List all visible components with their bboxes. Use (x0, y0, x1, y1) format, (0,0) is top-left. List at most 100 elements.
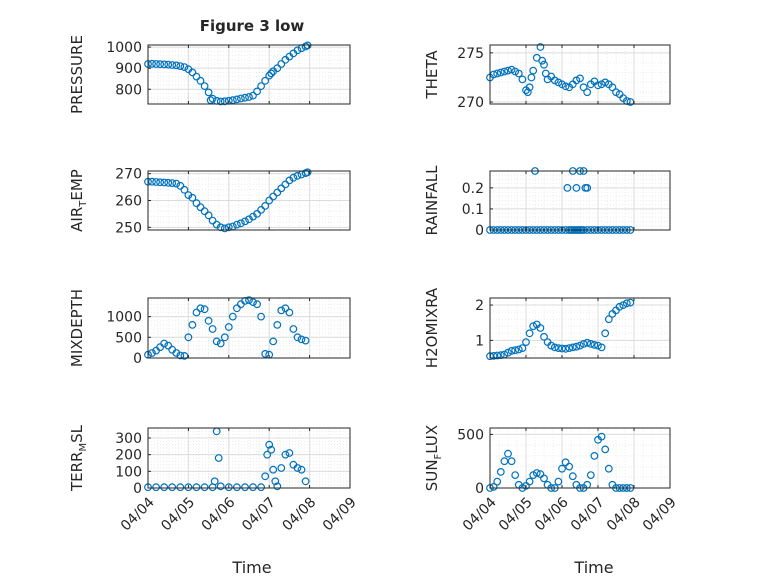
y-tick-label: 0 (133, 481, 142, 497)
x-tick-label: 04/07 (568, 494, 608, 534)
data-point (220, 97, 229, 106)
y-axis-label: PRESSURE (68, 35, 86, 114)
data-point (261, 201, 270, 210)
data-point (529, 322, 538, 331)
data-point (269, 192, 278, 201)
x-axis-label-left: Time (231, 558, 271, 577)
data-point (518, 344, 527, 353)
data-point (196, 304, 205, 313)
data-series (144, 427, 310, 492)
data-point (204, 211, 213, 220)
y-tick-label: 250 (115, 220, 142, 236)
data-point (245, 296, 253, 305)
data-point (228, 312, 237, 321)
data-series (486, 432, 635, 492)
data-point (180, 185, 189, 194)
data-point (277, 184, 286, 193)
data-point (496, 68, 505, 77)
data-series (144, 296, 310, 360)
data-point (267, 69, 276, 78)
data-point (303, 168, 312, 177)
data-point (273, 188, 282, 197)
data-point (561, 458, 570, 467)
data-point (176, 351, 185, 360)
data-point (554, 477, 563, 486)
data-point (253, 209, 262, 218)
x-tick-label: 04/05 (158, 494, 198, 534)
data-point (538, 56, 547, 65)
data-point (192, 199, 201, 208)
y-tick-label: 300 (115, 431, 142, 447)
x-tick-label: 04/05 (496, 494, 536, 534)
data-point (271, 477, 280, 486)
data-point (204, 88, 213, 97)
data-point (257, 82, 266, 90)
axes-box (489, 297, 671, 359)
data-point (586, 471, 595, 480)
data-point (188, 68, 197, 77)
data-point (273, 64, 282, 73)
data-point (561, 82, 570, 91)
data-point (172, 61, 181, 70)
data-point (301, 336, 310, 345)
data-point (277, 464, 286, 472)
data-point (496, 468, 505, 476)
y-tick-label: 1 (475, 333, 484, 349)
data-point (236, 94, 245, 103)
data-point (176, 181, 185, 190)
data-point (558, 464, 566, 473)
data-point (622, 299, 631, 308)
data-point (148, 349, 156, 357)
data-point (604, 315, 613, 324)
data-point (511, 471, 520, 480)
data-point (550, 343, 559, 352)
data-point (590, 452, 599, 460)
data-point (192, 72, 201, 81)
data-point (180, 352, 189, 360)
data-point (579, 83, 588, 92)
data-point (160, 339, 169, 348)
data-point (232, 304, 241, 313)
y-axis-label: SUNFLUX (423, 425, 444, 491)
data-point (176, 62, 185, 70)
y-axis-label: THETA (423, 50, 441, 100)
y-axis-label: MIXDEPTH (68, 289, 86, 367)
data-point (568, 472, 577, 481)
data-point (269, 337, 278, 346)
data-point (583, 88, 592, 97)
data-point (245, 93, 253, 101)
y-axis-label: TERRMSL (68, 424, 89, 492)
data-point (216, 223, 225, 232)
data-point (540, 474, 548, 483)
data-point (241, 217, 249, 226)
data-point (507, 457, 516, 466)
data-point (249, 91, 257, 100)
data-point (525, 477, 534, 486)
data-point (297, 335, 306, 344)
data-point (615, 302, 624, 311)
data-point (269, 465, 278, 474)
data-point (253, 87, 262, 96)
data-point (277, 306, 286, 315)
data-point (565, 344, 574, 353)
data-point (148, 59, 156, 68)
data-point (514, 69, 523, 78)
data-point (180, 63, 189, 71)
subplot-5: 0 500 1000 MIXDEPTH (68, 289, 351, 367)
y-tick-label: 270 (457, 95, 484, 111)
data-point (152, 60, 161, 68)
data-point (160, 483, 169, 492)
data-point (164, 178, 173, 187)
y-axis-label: RAINFALL (423, 165, 441, 236)
data-point (281, 450, 290, 459)
data-point (301, 477, 310, 486)
data-point (604, 464, 613, 473)
figure-title: Figure 3 low (200, 17, 305, 35)
data-point (525, 83, 534, 92)
data-point (172, 179, 181, 188)
y-tick-label: 0.2 (462, 181, 484, 197)
data-point (597, 343, 606, 352)
y-axis-label: AIRTEMP (68, 169, 89, 232)
data-series (144, 168, 312, 233)
